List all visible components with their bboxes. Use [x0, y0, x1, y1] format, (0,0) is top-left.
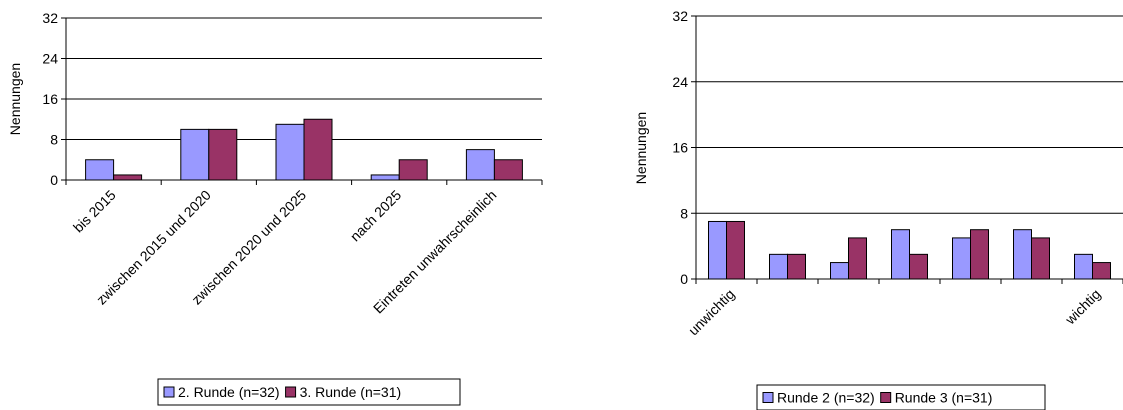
- bar-2: [493, 159, 523, 181]
- bar-1: [180, 128, 210, 181]
- y-axis-title: Nennungen: [633, 112, 649, 184]
- y-tick-label: 8: [50, 132, 58, 148]
- legend-box: [157, 378, 461, 406]
- x-tick-label: nach 2025: [347, 187, 405, 245]
- bar-1: [85, 159, 115, 181]
- y-tick-label: 16: [672, 140, 688, 156]
- legend-label: Runde 3 (n=31): [895, 390, 993, 406]
- bar-1: [830, 262, 849, 280]
- y-tick-label: 24: [672, 74, 688, 90]
- y-tick-label: 32: [672, 8, 688, 24]
- bar-2: [1031, 237, 1050, 280]
- chart-2: 0 8 16 24 32 Nennungen unwichtig wichtig Runde 2…: [633, 8, 1123, 410]
- y-tick-label: 32: [42, 10, 58, 26]
- legend-label: 3. Runde (n=31): [300, 384, 402, 400]
- y-tick-label: 0: [50, 172, 58, 188]
- legend: 2. Runde (n=32) 3. Runde (n=31): [157, 378, 461, 406]
- bar-2: [303, 118, 333, 181]
- bar-1: [1013, 229, 1032, 280]
- legend-label: Runde 2 (n=32): [777, 390, 875, 406]
- legend-box: [756, 384, 1046, 410]
- x-tick-label: unwichtig: [685, 286, 738, 339]
- y-tick-label: 24: [42, 51, 58, 67]
- bar-2: [113, 174, 143, 181]
- bar-1: [891, 229, 910, 280]
- bar-2: [1092, 262, 1111, 280]
- y-tick-label: 0: [680, 271, 688, 287]
- bar-2: [726, 220, 745, 280]
- legend-swatch: [163, 386, 175, 398]
- y-tick-label: 8: [680, 205, 688, 221]
- legend: Runde 2 (n=32) Runde 3 (n=31): [756, 384, 1046, 410]
- bar-1: [370, 174, 400, 181]
- x-tick-label: bis 2015: [70, 187, 119, 236]
- x-tick-label: wichtig: [1061, 286, 1103, 328]
- bar-1: [275, 123, 305, 181]
- bar-2: [208, 128, 238, 181]
- bar-1: [952, 237, 971, 280]
- legend-label: 2. Runde (n=32): [178, 384, 280, 400]
- bar-2: [787, 253, 806, 280]
- bar-2: [848, 237, 867, 280]
- bar-2: [970, 229, 989, 280]
- y-axis-title: Nennungen: [7, 63, 23, 135]
- bar-2: [398, 159, 428, 181]
- legend-swatch: [762, 392, 774, 403]
- bar-1: [465, 149, 495, 181]
- bar-1: [769, 253, 788, 280]
- y-tick-label: 16: [42, 91, 58, 107]
- legend-swatch: [880, 392, 892, 403]
- bar-1: [708, 220, 727, 280]
- bar-2: [909, 253, 928, 280]
- legend-swatch: [285, 386, 297, 398]
- bar-1: [1074, 253, 1093, 280]
